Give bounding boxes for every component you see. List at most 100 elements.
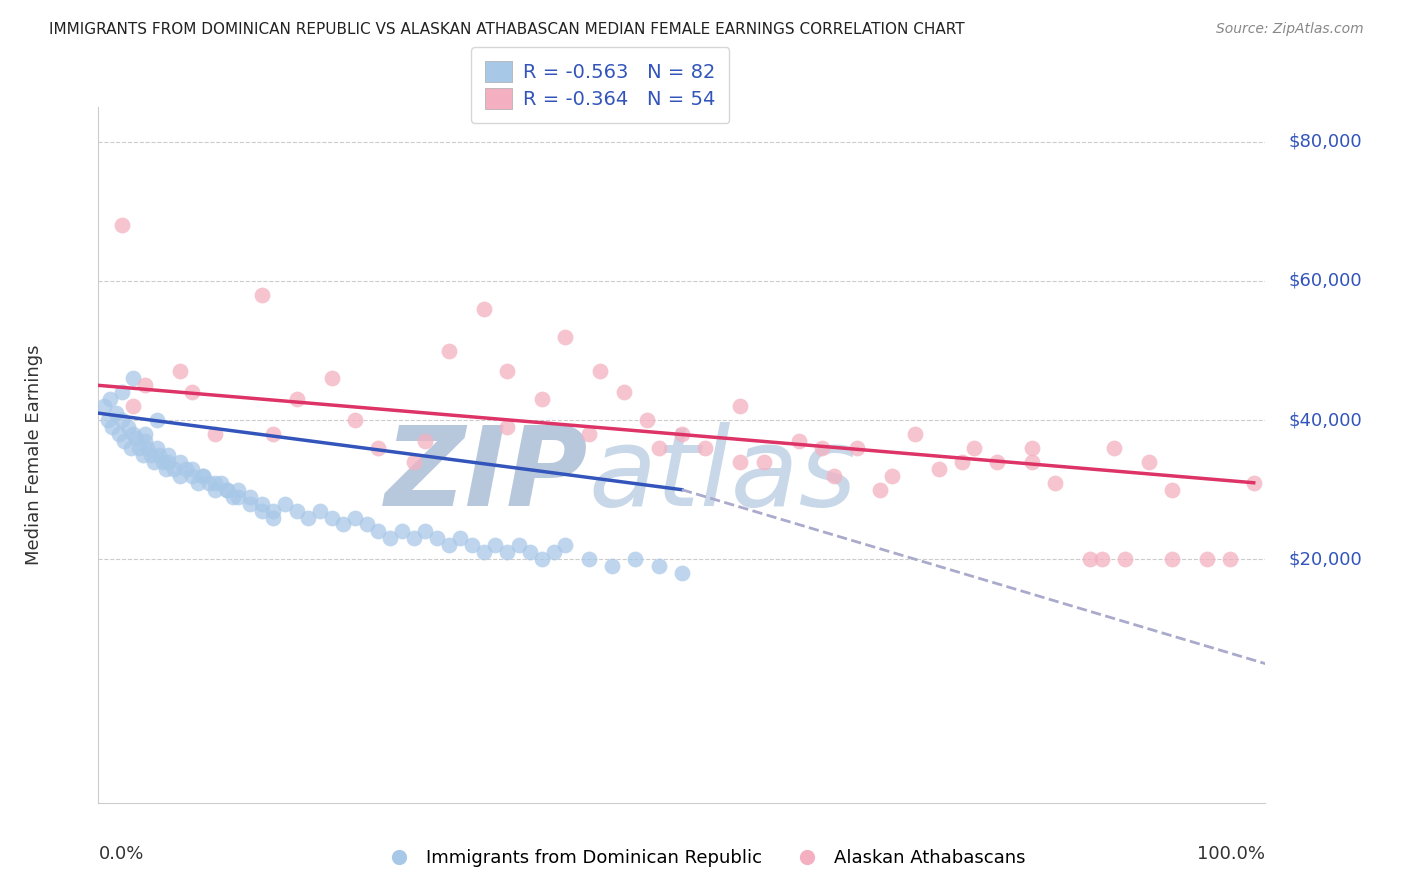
Point [117,420,139,434]
Text: ZIP: ZIP [385,422,589,529]
Point [344,413,367,427]
Point [472,301,495,316]
Point [589,364,612,378]
Point [647,441,669,455]
Point [904,427,927,442]
Point [112,434,135,448]
Point [221,490,243,504]
Point [787,434,810,448]
Text: $80,000: $80,000 [1289,133,1362,151]
Point [554,329,576,343]
Point [262,510,284,524]
Point [413,524,436,539]
Point [437,538,460,552]
Point [134,378,156,392]
Point [1197,552,1219,566]
Point [1137,455,1160,469]
Point [250,497,273,511]
Point [823,468,845,483]
Point [111,219,134,233]
Point [367,441,389,455]
Point [986,455,1008,469]
Point [193,468,215,483]
Text: Median Female Earnings: Median Female Earnings [25,344,44,566]
Point [163,462,186,476]
Point [508,538,530,552]
Point [928,462,950,476]
Point [1080,552,1102,566]
Point [344,510,367,524]
Point [250,288,273,302]
Point [519,545,541,559]
Point [612,385,634,400]
Point [285,392,308,407]
Point [215,483,238,497]
Point [157,448,180,462]
Point [647,559,669,574]
Point [962,441,984,455]
Text: 0.0%: 0.0% [98,845,143,863]
Point [1021,455,1043,469]
Point [636,413,658,427]
Point [132,448,155,462]
Point [193,468,215,483]
Text: $40,000: $40,000 [1289,411,1362,429]
Point [155,462,177,476]
Point [143,455,166,469]
Point [426,532,449,546]
Point [239,490,262,504]
Point [134,427,156,442]
Point [274,497,297,511]
Point [402,532,425,546]
Point [1021,441,1043,455]
Point [180,385,202,400]
Point [204,483,226,497]
Point [297,510,319,524]
Point [1243,475,1265,490]
Point [111,413,134,427]
Point [97,413,120,427]
Point [98,392,121,407]
Point [101,420,124,434]
Point [152,455,174,469]
Point [136,441,159,455]
Point [869,483,891,497]
Point [367,524,389,539]
Point [437,343,460,358]
Point [93,399,115,413]
Point [228,490,250,504]
Point [530,552,553,566]
Point [496,545,519,559]
Point [484,538,506,552]
Point [624,552,647,566]
Point [671,427,693,442]
Point [146,441,169,455]
Point [554,538,576,552]
Point [1102,441,1125,455]
Point [262,427,284,442]
Point [472,545,495,559]
Point [1161,552,1184,566]
Point [530,392,553,407]
Point [309,503,332,517]
Point [1091,552,1114,566]
Point [321,371,343,385]
Point [950,455,973,469]
Point [496,420,519,434]
Point [578,427,600,442]
Point [811,441,834,455]
Point [128,441,150,455]
Point [187,475,209,490]
Point [125,430,148,444]
Point [413,434,436,448]
Point [209,475,232,490]
Point [198,475,221,490]
Point [1219,552,1241,566]
Point [880,468,903,483]
Point [104,406,127,420]
Point [204,475,226,490]
Point [157,455,180,469]
Text: atlas: atlas [589,422,858,529]
Point [169,455,191,469]
Point [332,517,354,532]
